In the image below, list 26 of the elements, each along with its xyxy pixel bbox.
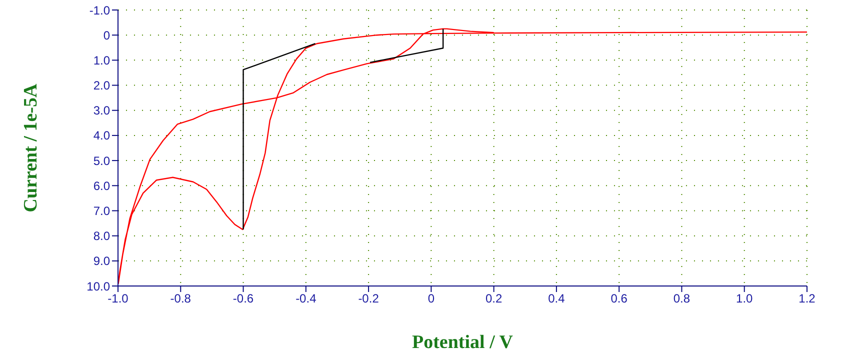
y-tick-label: 5.0 [93,154,110,168]
x-tick-label: 0.4 [548,292,566,306]
x-tick-label: 0.2 [485,292,502,306]
x-axis-title: Potential / V [412,332,514,353]
y-tick-label: 1.0 [93,53,110,68]
y-tick-label: 4.0 [93,128,110,143]
y-tick-label: 0 [103,28,110,42]
y-axis-title: Current / 1e-5A [20,84,42,212]
x-tick-label: -0.2 [358,292,380,306]
y-tick-label: 6.0 [93,178,110,193]
x-tick-label: -0.4 [296,292,317,306]
y-tick-label: 8.0 [93,229,110,244]
x-tick-label: -1.0 [108,292,129,306]
y-tick-label: 9.0 [93,254,110,268]
y-tick-label: 2.0 [93,78,110,93]
y-tick-label: 3.0 [93,104,110,118]
y-tick-label: -1.0 [89,3,110,18]
y-tick-label: 10.0 [86,279,110,294]
x-tick-label: 0 [428,292,435,306]
y-tick-label: 7.0 [93,204,110,218]
x-tick-label: 1.2 [798,292,816,306]
x-tick-label: 0.8 [673,292,690,306]
x-tick-label: 1.0 [736,292,754,306]
x-tick-label: -0.6 [232,292,254,306]
x-tick-label: 0.6 [610,292,628,306]
x-tick-label: -0.8 [170,292,192,306]
